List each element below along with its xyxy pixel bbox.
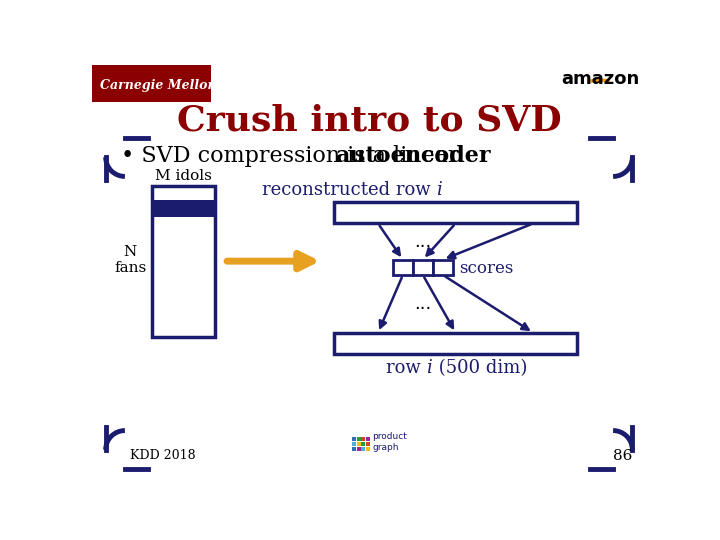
- Text: i: i: [436, 181, 442, 199]
- Text: row: row: [386, 359, 426, 377]
- Bar: [366, 437, 370, 441]
- Text: scores: scores: [459, 260, 513, 278]
- Text: ...: ...: [414, 233, 431, 251]
- Bar: [352, 447, 356, 450]
- Bar: [152, 200, 215, 217]
- Text: product
graph: product graph: [372, 433, 407, 452]
- Text: ...: ...: [414, 295, 431, 313]
- Text: Crush intro to SVD: Crush intro to SVD: [176, 103, 562, 137]
- Bar: [352, 442, 356, 446]
- Bar: [356, 447, 361, 450]
- Bar: [334, 333, 577, 354]
- Text: 86: 86: [613, 449, 633, 463]
- Bar: [334, 202, 577, 224]
- Bar: [356, 437, 361, 441]
- Text: • SVD compression is a linear: • SVD compression is a linear: [121, 145, 466, 167]
- Text: fans: fans: [114, 261, 146, 275]
- Text: amazon: amazon: [561, 70, 639, 87]
- Text: i: i: [426, 359, 432, 377]
- Bar: [366, 447, 370, 450]
- Text: N: N: [124, 245, 137, 259]
- Text: (500 dim): (500 dim): [433, 359, 527, 377]
- Bar: [413, 260, 433, 275]
- Bar: [92, 65, 211, 102]
- Text: autoencoder: autoencoder: [336, 145, 491, 167]
- Bar: [393, 260, 413, 275]
- Bar: [361, 437, 365, 441]
- Bar: [433, 260, 453, 275]
- Bar: [361, 447, 365, 450]
- Bar: [356, 442, 361, 446]
- Text: KDD 2018: KDD 2018: [130, 449, 196, 462]
- Bar: [366, 442, 370, 446]
- Bar: [352, 437, 356, 441]
- Text: reconstructed row: reconstructed row: [262, 181, 436, 199]
- Bar: [152, 186, 215, 336]
- Text: Carnegie Mellon: Carnegie Mellon: [99, 79, 216, 92]
- Text: M idols: M idols: [155, 168, 212, 183]
- Bar: [361, 442, 365, 446]
